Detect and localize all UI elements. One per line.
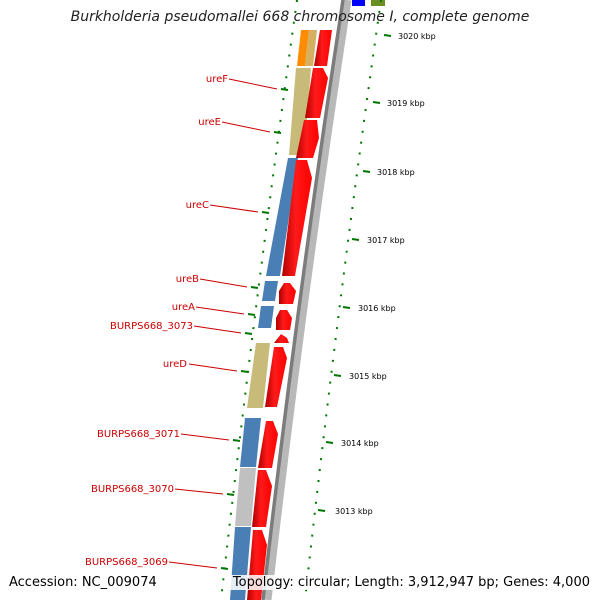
scale-label-3014: 3014 kbp bbox=[341, 439, 379, 448]
cds-arrow bbox=[282, 160, 312, 276]
gene-tick bbox=[280, 88, 289, 91]
cds-arrow bbox=[258, 421, 278, 468]
scale-labels: 3020 kbp 3019 kbp 3018 kbp 3017 kbp 3016… bbox=[335, 32, 436, 516]
scale-tick bbox=[342, 306, 351, 309]
leader-line bbox=[180, 433, 230, 441]
leader-line bbox=[221, 121, 271, 133]
gene-tick bbox=[220, 567, 229, 570]
scale-ticks bbox=[317, 34, 392, 512]
leader-line bbox=[168, 561, 218, 569]
cds-arrow bbox=[252, 470, 272, 527]
blue-feature-urea bbox=[258, 306, 274, 328]
gray-feature-3070 bbox=[235, 468, 256, 526]
khaki-feature-ured bbox=[247, 343, 270, 408]
scale-tick bbox=[317, 509, 326, 512]
cds-arrow bbox=[279, 283, 296, 304]
gene-label-uref[interactable]: ureF bbox=[206, 74, 228, 85]
scale-label-3018: 3018 kbp bbox=[377, 168, 415, 177]
gene-label-burps668-3071[interactable]: BURPS668_3071 bbox=[97, 429, 180, 440]
gene-tick bbox=[232, 439, 241, 442]
scale-tick bbox=[362, 170, 371, 173]
green-feature bbox=[371, 0, 385, 6]
gene-ticks bbox=[220, 88, 289, 570]
scale-label-3016: 3016 kbp bbox=[358, 304, 396, 313]
gene-label-urec[interactable]: ureC bbox=[186, 200, 209, 211]
backbone-shadow bbox=[264, 0, 352, 600]
orange-feature-edge bbox=[305, 30, 317, 66]
gene-label-burps668-3069[interactable]: BURPS668_3069 bbox=[85, 557, 168, 568]
leader-lines bbox=[168, 78, 278, 569]
leader-line bbox=[193, 325, 242, 334]
scale-label-3017: 3017 kbp bbox=[367, 236, 405, 245]
leader-line bbox=[188, 363, 238, 372]
blue-feature bbox=[352, 0, 365, 6]
leader-line bbox=[199, 278, 248, 288]
gene-tick bbox=[226, 493, 235, 496]
leader-line bbox=[174, 488, 224, 495]
map-title-overlay: Burkholderia pseudomallei 668 chromosome… bbox=[70, 9, 530, 25]
blue-feature-ureb bbox=[262, 281, 278, 301]
cds-track bbox=[247, 30, 332, 600]
accession-text: Accession: NC_009074 bbox=[9, 575, 157, 590]
backbone bbox=[261, 0, 345, 600]
scale-tick bbox=[325, 441, 334, 444]
gene-label-ured[interactable]: ureD bbox=[163, 359, 187, 370]
scale-label-3020: 3020 kbp bbox=[398, 32, 436, 41]
gene-label-burps668-3070[interactable]: BURPS668_3070 bbox=[91, 484, 174, 495]
cds-arrow bbox=[276, 310, 292, 330]
cds-arrow bbox=[305, 68, 328, 118]
scale-label-3019: 3019 kbp bbox=[387, 99, 425, 108]
leader-line bbox=[209, 204, 259, 213]
cds-arrow bbox=[265, 347, 287, 407]
leader-line bbox=[228, 78, 278, 90]
topology-summary: Topology: circular; Length: 3,912,947 bp… bbox=[228, 575, 590, 590]
gene-labels: ureF ureE ureC ureB ureA BURPS668_3073 u… bbox=[85, 74, 228, 568]
cds-arrow bbox=[296, 120, 319, 158]
gene-tick bbox=[244, 332, 253, 335]
gene-tick bbox=[240, 370, 249, 373]
scale-tick bbox=[333, 374, 342, 377]
scale-tick bbox=[351, 238, 360, 241]
blue-feature-3071 bbox=[240, 418, 261, 467]
gene-tick bbox=[261, 211, 270, 214]
blue-feature-urec bbox=[266, 158, 298, 276]
gene-label-uree[interactable]: ureE bbox=[198, 117, 221, 128]
gene-label-urea[interactable]: ureA bbox=[172, 302, 195, 313]
scale-label-3015: 3015 kbp bbox=[349, 372, 387, 381]
gene-label-burps668-3073[interactable]: BURPS668_3073 bbox=[110, 321, 193, 332]
scale-tick bbox=[372, 101, 381, 104]
gene-label-ureb[interactable]: ureB bbox=[176, 274, 199, 285]
gene-tick bbox=[250, 286, 259, 289]
gene-tick bbox=[273, 131, 282, 134]
cds-arrow bbox=[274, 334, 289, 343]
scale-tick bbox=[383, 34, 392, 37]
cds-arrow bbox=[314, 30, 332, 66]
scale-label-3013: 3013 kbp bbox=[335, 507, 373, 516]
leader-line bbox=[195, 306, 245, 315]
gene-tick bbox=[247, 313, 256, 316]
